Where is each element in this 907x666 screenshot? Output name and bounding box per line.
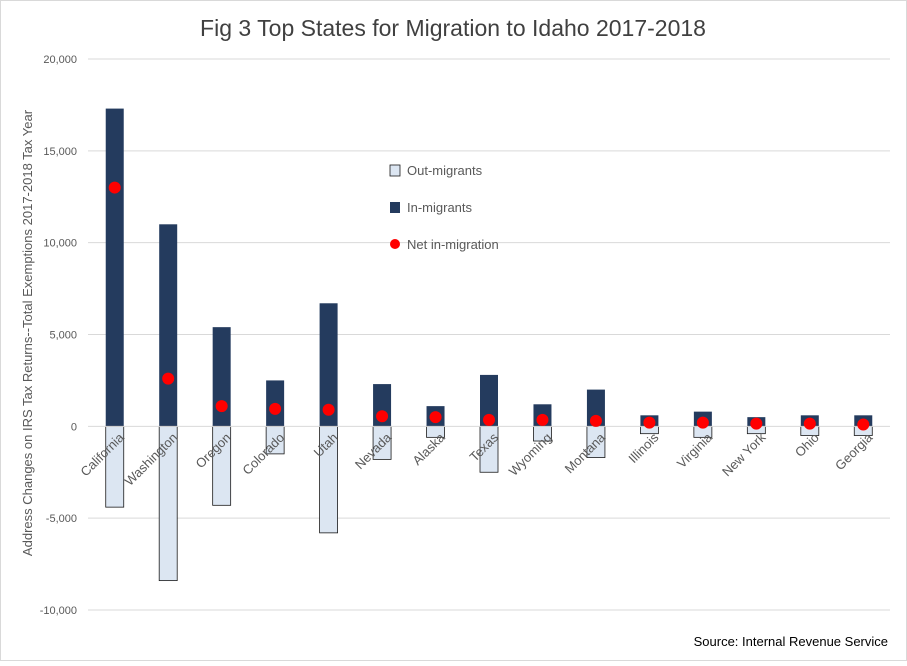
legend-swatch-out-migrants: [389, 164, 401, 177]
point-net-in-migration: [215, 400, 228, 413]
point-net-in-migration: [750, 417, 763, 430]
point-net-in-migration: [536, 413, 549, 426]
bar-in-migrants: [159, 224, 178, 427]
point-net-in-migration: [857, 418, 870, 431]
y-tick-labels: 20,000 15,000 10,000 5,000 0 -5,000 -10,000: [40, 54, 77, 617]
point-net-in-migration: [376, 410, 389, 423]
y-tick-label: -10,000: [40, 605, 77, 617]
y-tick-label: 0: [71, 421, 77, 433]
source-note: Source: Internal Revenue Service: [694, 634, 888, 649]
y-axis-label: Address Changes on IRS Tax Returns--Tota…: [20, 109, 35, 556]
y-tick-label: 20,000: [43, 54, 77, 66]
bar-in-migrants: [319, 303, 338, 427]
point-net-in-migration: [589, 414, 602, 427]
point-net-in-migration: [696, 416, 709, 429]
point-net-in-migration: [483, 413, 495, 426]
point-net-in-migration: [429, 411, 442, 424]
legend: Out-migrants In-migrants Net in-migration: [389, 163, 499, 252]
point-net-in-migration: [643, 416, 656, 429]
y-tick-label: 5,000: [49, 330, 77, 342]
net-points: [108, 181, 870, 431]
bars: [105, 108, 873, 582]
bar-in-migrants: [480, 374, 498, 427]
bar-in-migrants: [212, 327, 231, 427]
y-tick-label: 15,000: [43, 146, 77, 158]
chart-title: Fig 3 Top States for Migration to Idaho …: [200, 15, 706, 41]
legend-swatch-net-in-migration: [390, 239, 400, 249]
point-net-in-migration: [108, 181, 121, 194]
point-net-in-migration: [322, 403, 335, 416]
point-net-in-migration: [269, 402, 282, 415]
point-net-in-migration: [803, 417, 816, 430]
bar-in-migrants: [105, 108, 124, 427]
point-net-in-migration: [162, 372, 175, 385]
legend-label: Out-migrants: [407, 163, 483, 178]
y-tick-label: 10,000: [43, 238, 77, 250]
legend-label: Net in-migration: [407, 237, 499, 252]
legend-swatch-in-migrants: [390, 202, 400, 213]
legend-label: In-migrants: [407, 200, 473, 215]
y-tick-label: -5,000: [46, 513, 77, 525]
